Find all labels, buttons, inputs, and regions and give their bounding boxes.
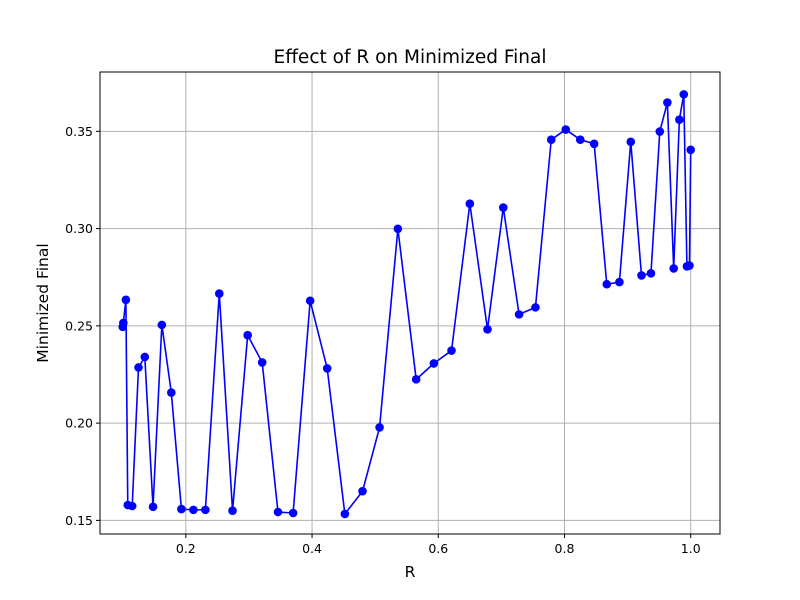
data-point [127,501,137,511]
data-point [447,346,456,355]
y-axis-title: Minimized Final [34,243,52,362]
data-point [189,505,198,515]
data-point [465,199,475,208]
data-point [663,98,672,107]
y-tick-label: 0.15 [65,513,93,528]
data-point [615,277,624,287]
data-point [257,358,267,367]
y-axis: 0.15 0.20 0.25 0.30 0.35 [65,124,100,528]
data-point [575,135,585,144]
y-tick-label: 0.20 [65,416,93,431]
x-tick-label: 0.2 [176,541,196,556]
x-tick-label: 0.4 [302,541,322,556]
data-point [498,203,508,212]
data-point [679,90,689,99]
data-point [531,303,540,312]
y-tick-label: 0.30 [65,221,93,236]
data-point [429,359,439,368]
data-point [561,125,571,134]
data-point [273,507,283,517]
data-point [393,224,403,234]
data-point [602,279,612,289]
data-point [228,506,237,515]
data-point [375,423,384,432]
data-point [675,115,684,124]
data-point [134,363,143,372]
chart-title: Effect of R on Minimized Final [274,47,547,68]
data-point [157,320,167,330]
data-point [340,509,350,519]
data-point [177,504,186,514]
data-point [589,139,599,149]
data-point [685,261,694,270]
data-point [546,135,556,144]
data-point [626,137,636,147]
data-point [201,505,210,515]
data-point [140,352,150,362]
data-point [514,310,524,319]
data-point [646,269,656,278]
data-point [119,318,128,328]
data-point [305,296,315,306]
y-tick-label: 0.35 [65,124,93,139]
data-point [358,486,367,496]
x-axis-title: R [405,563,416,581]
data-point [322,364,332,373]
data-point [214,289,224,298]
data-point [669,264,678,273]
data-series [118,90,696,519]
data-point [288,508,298,518]
x-tick-label: 0.6 [428,541,448,556]
x-tick-label: 1.0 [681,541,701,556]
data-point [483,325,492,334]
plot-frame [99,71,721,535]
data-point [637,271,646,280]
grid [100,72,720,534]
x-axis: 0.2 0.4 0.6 0.8 1.0 [176,534,701,556]
y-tick-label: 0.25 [65,318,93,333]
data-point [167,388,176,397]
data-point [121,295,131,305]
x-tick-label: 0.8 [555,541,575,556]
data-point [148,502,158,512]
data-point [655,127,665,136]
data-point [686,145,696,155]
data-point [243,330,252,340]
data-point [411,375,421,384]
